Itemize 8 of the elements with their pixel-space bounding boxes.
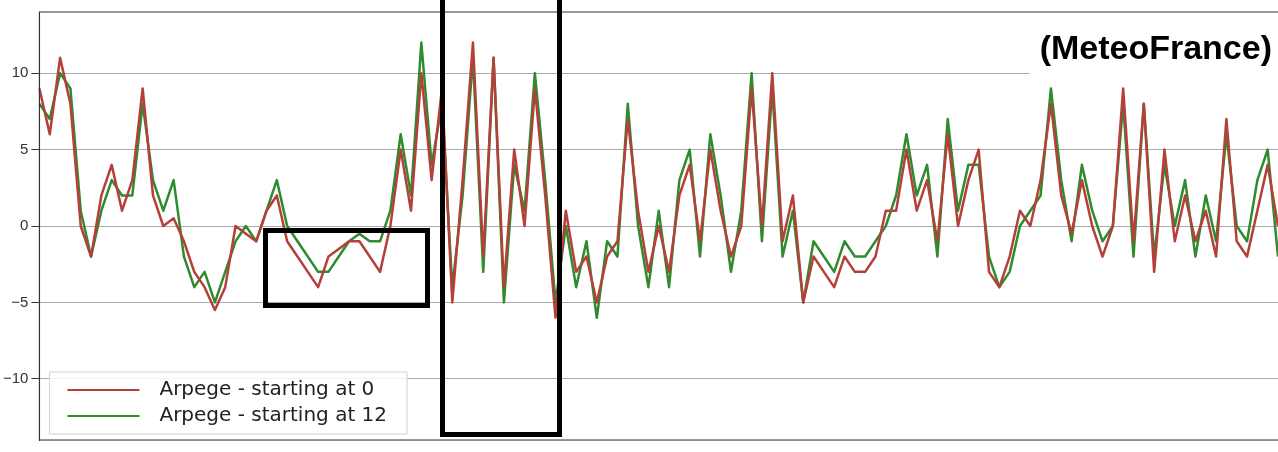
y-tick-label: 0 (20, 216, 29, 234)
legend-label: Arpege - starting at 0 (159, 376, 375, 401)
y-tick-label: 10 (11, 63, 29, 81)
y-tick-label: −5 (11, 292, 29, 310)
y-tick-label: 5 (20, 139, 29, 157)
legend-label: Arpege - starting at 12 (159, 402, 388, 427)
y-tick-label: −10 (2, 369, 29, 386)
annotation: (MeteoFrance) (1039, 28, 1272, 67)
